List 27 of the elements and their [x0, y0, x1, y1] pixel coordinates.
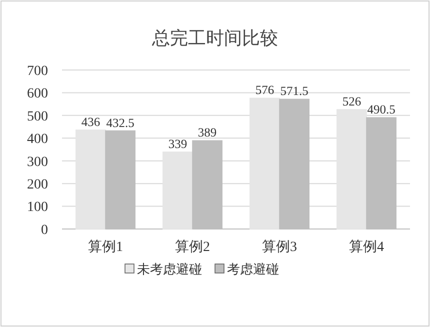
data-label: 571.5 [280, 84, 308, 98]
x-tick-label: 算例2 [175, 239, 210, 255]
bar [250, 98, 280, 230]
y-tick-label: 200 [27, 177, 48, 192]
data-label: 339 [168, 137, 188, 151]
bar [76, 130, 106, 230]
x-tick-label: 算例4 [349, 239, 384, 255]
data-label: 526 [342, 94, 362, 109]
y-tick-label: 400 [27, 132, 48, 148]
x-tick-label: 算例3 [262, 239, 297, 255]
y-tick-label: 0 [41, 222, 48, 238]
chart-title: 总完工时间比较 [151, 28, 278, 48]
legend-label: 考虑避碰 [227, 262, 279, 277]
bar [162, 152, 193, 230]
data-label: 490.5 [367, 102, 396, 117]
data-label: 436 [81, 114, 100, 129]
legend-label: 未考虑避碰 [137, 262, 202, 277]
y-tick-label: 300 [27, 154, 48, 170]
data-label: 389 [198, 126, 217, 140]
bar [336, 109, 367, 230]
x-tick-label: 算例1 [88, 239, 123, 255]
y-tick-label: 700 [27, 64, 48, 79]
y-tick-label: 100 [27, 200, 48, 216]
data-label: 432.5 [106, 116, 134, 130]
y-tick-label: 600 [27, 86, 48, 102]
y-tick-label: 500 [27, 109, 48, 124]
data-label: 576 [255, 83, 274, 98]
